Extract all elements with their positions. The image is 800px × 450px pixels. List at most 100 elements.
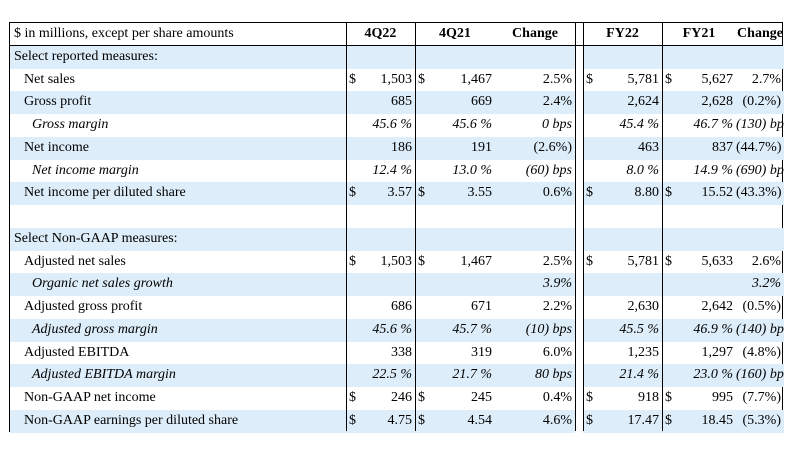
column-header-fy21: FY21 [682, 26, 716, 41]
table-row: Non-GAAP net income $246 $245 0.4% $918 $995(… [10, 387, 782, 410]
cell-4q21: 669 [415, 91, 495, 114]
cell-fy21: $15.52 [662, 182, 736, 205]
cell-fy22: 2,624 [583, 91, 662, 114]
cell-fy21: $995 [662, 387, 736, 410]
cell-value: 5,633 [701, 253, 734, 269]
cell-value: 3.9% [542, 276, 572, 292]
column-gap [575, 250, 583, 274]
cell-chg-fy: (43.3%) [736, 182, 784, 205]
row-label: Adjusted gross profit [24, 299, 143, 314]
column-gap [575, 341, 583, 365]
currency-symbol: $ [418, 412, 425, 428]
cell-chg-fy [736, 45, 784, 69]
currency-symbol: $ [418, 390, 425, 405]
cell-chg-fy [736, 227, 784, 251]
column-divider [575, 23, 576, 431]
currency-symbol: $ [349, 71, 356, 87]
cell-value: (43.3%) [736, 185, 782, 201]
cell-value: 22.5 % [372, 367, 412, 383]
cell-fy22: $918 [583, 387, 662, 410]
cell-value: 669 [471, 94, 492, 110]
cell-value: 2.5% [542, 71, 572, 87]
column-gap [575, 91, 583, 114]
currency-symbol: $ [665, 253, 672, 269]
cell-value: 17.47 [627, 412, 660, 428]
cell-value: 3.57 [387, 185, 413, 201]
column-gap [575, 114, 583, 137]
cell-fy22: 1,235 [583, 342, 662, 365]
cell-fy22 [583, 227, 662, 251]
cell-4q22: 186 [346, 136, 415, 160]
cell-chg-q [495, 227, 575, 251]
cell-value: 1,297 [701, 344, 734, 360]
currency-symbol: $ [586, 71, 593, 87]
cell-value: (130) bps [736, 117, 784, 132]
row-label: Gross margin [32, 117, 109, 132]
cell-4q22: $1,503 [346, 251, 415, 274]
cell-value: 21.7 % [452, 367, 492, 383]
cell-value: 686 [391, 299, 412, 314]
cell-chg-fy: (160) bps [736, 364, 784, 387]
row-label: Non-GAAP net income [24, 390, 156, 405]
cell-4q22: $246 [346, 387, 415, 410]
cell-4q22 [346, 273, 415, 296]
cell-4q22: $3.57 [346, 182, 415, 205]
table-row: Gross profit 685 669 2.4% 2,624 2,628 (0.2%) [10, 91, 784, 114]
cell-fy22 [583, 45, 662, 69]
column-gap [575, 409, 583, 433]
currency-symbol: $ [349, 412, 356, 428]
section-label: Select reported measures: [10, 45, 346, 69]
cell-value: 18.45 [701, 412, 734, 428]
cell-fy21: 46.7 % [662, 114, 736, 137]
cell-4q21: 13.0 % [415, 160, 495, 183]
column-divider [662, 23, 663, 431]
cell-value: 0.6% [542, 185, 572, 201]
cell-fy22: $5,781 [583, 69, 662, 92]
cell-chg-fy: 3.2% [736, 273, 784, 296]
cell-value: 2.4% [542, 94, 572, 110]
cell-value: 0.4% [542, 390, 572, 405]
column-gap [575, 205, 583, 228]
cell-value: 3.2% [751, 276, 781, 292]
cell-4q21: 191 [415, 136, 495, 160]
cell-4q22 [346, 205, 415, 228]
column-divider [346, 23, 347, 431]
cell-chg-q: 6.0% [495, 342, 575, 365]
cell-value: 45.5 % [619, 321, 659, 337]
table-row: Adjusted gross margin 45.6 % 45.7 % (10) bp… [10, 318, 784, 342]
cell-value: 1,467 [460, 253, 493, 269]
cell-4q21 [415, 273, 495, 296]
row-label: Net income per diluted share [10, 182, 346, 205]
row-label: Adjusted EBITDA [24, 344, 130, 360]
cell-value: 5,781 [627, 71, 660, 87]
cell-4q22: 22.5 % [346, 364, 415, 387]
cell-value: (4.8%) [742, 344, 782, 360]
cell-value: 1,503 [380, 71, 413, 87]
column-gap [575, 136, 583, 160]
table-row: Adjusted EBITDA 338 319 6.0% 1,235 1,297 (4.8%… [10, 341, 782, 365]
cell-value: 45.6 % [372, 117, 412, 132]
cell-chg-q: (60) bps [495, 160, 575, 183]
column-divider [583, 23, 584, 431]
currency-symbol: $ [418, 185, 425, 201]
cell-value: 2,630 [627, 299, 660, 314]
cell-4q22: 338 [346, 342, 415, 365]
cell-value: 13.0 % [452, 162, 492, 178]
cell-4q21: $245 [415, 387, 495, 410]
cell-value: 12.4 % [372, 162, 412, 178]
cell-value: 837 [712, 139, 733, 155]
cell-value: (140) bps [736, 321, 784, 337]
row-label: Organic net sales growth [10, 273, 346, 296]
row-label: Net sales [24, 71, 75, 87]
cell-value: (5.3%) [742, 412, 782, 428]
cell-value: 1,235 [627, 344, 660, 360]
column-gap [575, 296, 583, 319]
cell-value: 2,642 [701, 299, 734, 314]
cell-fy21: $18.45 [662, 409, 736, 433]
cell-value: 14.9 % [693, 162, 733, 178]
table-row: Net sales $1,503 $1,467 2.5% $5,781 $5,627 2.7… [10, 68, 782, 92]
financial-summary-table: $ in millions, except per share amounts 4… [9, 22, 784, 433]
table-row: Net income 186 191 (2.6%) 463 837 (44.7%) [10, 136, 784, 160]
cell-4q22 [346, 45, 415, 69]
cell-4q21: 45.7 % [415, 318, 495, 342]
